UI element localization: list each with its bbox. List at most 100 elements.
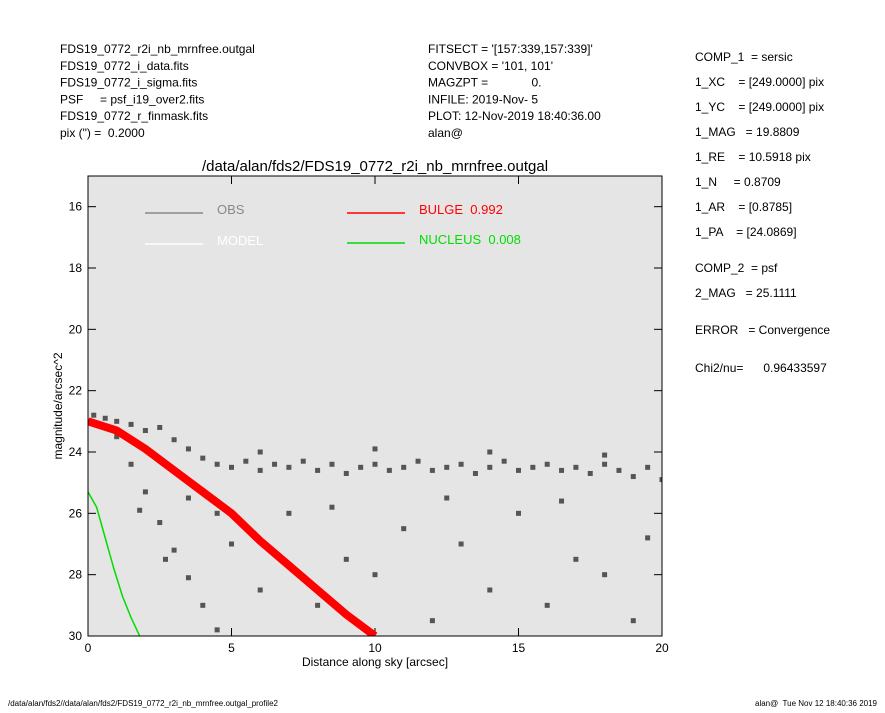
obs-point	[257, 467, 263, 473]
obs-point	[214, 627, 220, 633]
obs-point	[372, 461, 378, 467]
info-middle: MAGZPT = 0.	[428, 76, 541, 90]
plot-frame	[87, 175, 663, 637]
info-left: pix (") = 0.2000	[60, 126, 145, 140]
profile-line	[88, 417, 378, 636]
info-middle: PLOT: 12-Nov-2019 18:40:36.00	[428, 109, 601, 123]
obs-point	[257, 449, 263, 455]
obs-point	[91, 412, 97, 418]
info-right: 1_PA = [24.0869]	[695, 225, 797, 239]
y-tick-label: 18	[69, 261, 83, 275]
obs-point	[142, 489, 148, 495]
obs-point	[102, 415, 108, 421]
obs-point	[386, 467, 392, 473]
obs-point	[300, 458, 306, 464]
info-right: 1_RE = 10.5918 pix	[695, 150, 811, 164]
obs-point	[185, 575, 191, 581]
info-right: 1_XC = [249.0000] pix	[695, 75, 824, 89]
obs-point	[559, 498, 565, 504]
obs-point	[630, 474, 636, 480]
obs-point	[444, 464, 450, 470]
obs-point	[458, 461, 464, 467]
obs-point	[544, 602, 550, 608]
obs-point	[516, 467, 521, 473]
plot-data	[88, 412, 662, 636]
info-right: 2_MAG = 25.1111	[695, 286, 797, 300]
obs-point	[329, 461, 335, 467]
obs-point	[602, 572, 608, 578]
obs-point	[229, 464, 234, 470]
obs-point	[587, 470, 593, 476]
obs-point	[286, 464, 292, 470]
obs-point	[573, 464, 579, 470]
obs-point	[142, 428, 148, 434]
info-left: FDS19_0772_i_data.fits	[60, 59, 189, 73]
info-right: COMP_1 = sersic	[695, 50, 793, 64]
y-tick-label: 24	[69, 445, 83, 459]
chart-title: /data/alan/fds2/FDS19_0772_r2i_nb_mrnfre…	[202, 158, 548, 175]
obs-point	[530, 464, 536, 470]
obs-point	[329, 504, 335, 510]
y-tick-label: 20	[69, 322, 83, 336]
x-tick-label: 10	[368, 641, 382, 655]
obs-point	[114, 434, 120, 440]
obs-point	[559, 467, 565, 473]
obs-point	[630, 618, 636, 624]
x-axis-label: Distance along sky [arcsec]	[302, 655, 448, 669]
obs-point	[229, 541, 234, 547]
footer-right: alan@ Tue Nov 12 18:40:36 2019	[755, 699, 878, 708]
info-middle: INFILE: 2019-Nov- 5	[428, 92, 538, 106]
obs-point	[137, 507, 143, 513]
obs-point	[200, 455, 206, 461]
obs-point	[343, 470, 349, 476]
legend-label: BULGE 0.992	[419, 202, 503, 217]
obs-point	[415, 458, 421, 464]
y-tick-label: 16	[69, 200, 83, 214]
legend-label: OBS	[217, 202, 245, 217]
profile-line	[88, 491, 141, 636]
footer-left: /data/alan/fds2//data/alan/fds2/FDS19_07…	[8, 699, 279, 708]
info-middle: alan@	[428, 126, 463, 140]
obs-point	[616, 467, 622, 473]
obs-point	[162, 556, 168, 562]
info-left: FDS19_0772_i_sigma.fits	[60, 76, 197, 90]
obs-point	[157, 424, 163, 430]
info-right: Chi2/nu= 0.96433597	[695, 361, 827, 375]
obs-point	[444, 495, 450, 501]
obs-point	[501, 458, 507, 464]
obs-point	[128, 421, 134, 427]
y-axis-label: magnitude/arcsec^2	[51, 352, 65, 459]
obs-point	[214, 510, 220, 516]
obs-point	[315, 602, 321, 608]
obs-point	[128, 461, 134, 467]
obs-point	[516, 510, 521, 516]
obs-point	[544, 461, 550, 467]
x-tick-label: 5	[228, 641, 235, 655]
obs-point	[429, 618, 435, 624]
info-middle: CONVBOX = '101, 101'	[428, 59, 553, 73]
obs-point	[358, 464, 364, 470]
obs-point	[214, 461, 220, 467]
obs-point	[602, 452, 608, 458]
y-tick-label: 30	[69, 629, 83, 643]
x-tick-label: 0	[85, 641, 92, 655]
obs-point	[458, 541, 464, 547]
obs-point	[472, 470, 478, 476]
obs-point	[257, 587, 263, 593]
info-left: PSF = psf_i19_over2.fits	[60, 92, 204, 106]
y-tick-label: 28	[69, 568, 83, 582]
info-right: COMP_2 = psf	[695, 261, 778, 275]
obs-point	[185, 495, 191, 501]
obs-point	[157, 520, 163, 526]
obs-point	[401, 464, 407, 470]
obs-point	[659, 477, 662, 483]
obs-point	[372, 572, 378, 578]
obs-point	[487, 464, 493, 470]
obs-point	[286, 510, 292, 516]
obs-point	[200, 602, 206, 608]
obs-point	[573, 556, 579, 562]
obs-point	[343, 556, 349, 562]
obs-point	[171, 547, 177, 553]
obs-point	[429, 467, 435, 473]
